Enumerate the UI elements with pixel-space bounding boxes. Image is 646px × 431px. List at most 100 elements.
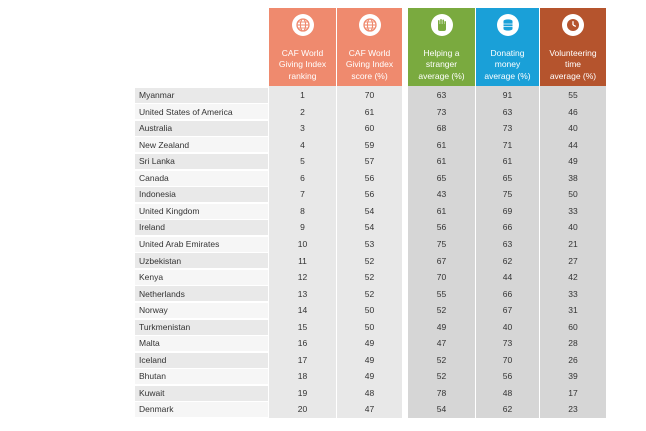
coins-icon: [496, 14, 519, 36]
country-cell: Malta: [139, 338, 160, 349]
country-cell: New Zealand: [139, 139, 190, 150]
table-row: [135, 336, 268, 352]
score-cell: 70: [364, 90, 375, 100]
table-row: [135, 170, 268, 186]
helping-cell: 61: [436, 139, 447, 150]
rank-cell: 8: [300, 205, 305, 216]
helping-cell: 47: [436, 338, 447, 349]
helping-cell: 52: [436, 354, 447, 365]
table-row: [135, 104, 268, 120]
helping-cell: 56: [436, 222, 447, 233]
globe-icon: [358, 14, 381, 36]
rank-cell: 9: [300, 222, 305, 233]
table-row: [135, 302, 268, 318]
donating-cell: 73: [502, 123, 513, 134]
helping-cell: 67: [436, 255, 447, 266]
score-cell: 54: [364, 205, 375, 216]
rank-cell: 12: [297, 272, 308, 283]
score-cell: 47: [364, 404, 375, 415]
volunteering-cell: 40: [568, 222, 578, 233]
donating-cell: 69: [502, 205, 513, 216]
volunteering-cell: 23: [568, 404, 578, 415]
score-cell: 49: [364, 338, 375, 349]
donating-cell: 61: [502, 156, 513, 167]
volunteering-cell: 39: [568, 371, 578, 382]
globe-icon: [291, 14, 314, 36]
score-cell: 53: [364, 238, 375, 249]
donating-cell: 63: [502, 238, 513, 249]
volunteering-cell: 42: [568, 272, 578, 283]
donating-cell: 66: [502, 222, 513, 233]
country-cell: Indonesia: [139, 189, 176, 200]
table-row: [135, 203, 268, 219]
country-cell: Sri Lanka: [139, 156, 175, 167]
donating-column-bg: [476, 86, 539, 418]
ranking-header: CAF World Giving Index ranking: [269, 8, 336, 86]
helping-cell: 54: [436, 404, 447, 415]
country-cell: United States of America: [139, 106, 233, 117]
table-row: [135, 369, 268, 385]
score-header: CAF World Giving Index score (%): [337, 8, 402, 86]
country-cell: Canada: [139, 172, 169, 183]
volunteering-cell: 38: [568, 172, 578, 183]
donating-cell: 67: [502, 305, 513, 316]
donating-cell: 75: [502, 189, 513, 200]
score-cell: 59: [364, 139, 375, 150]
table-row: [135, 87, 268, 103]
table-row: [135, 220, 268, 236]
donating-cell: 62: [502, 255, 513, 266]
helping-cell: 65: [436, 172, 447, 183]
volunteering-cell: 28: [568, 338, 578, 349]
rank-cell: 4: [300, 139, 305, 150]
helping-cell: 55: [436, 288, 447, 299]
donating-cell: 66: [502, 288, 513, 299]
country-cell: Myanmar: [139, 90, 175, 100]
clock-icon: [562, 14, 584, 36]
rank-cell: 13: [297, 288, 308, 299]
donating-cell: 56: [502, 371, 513, 382]
volunteering-cell: 33: [568, 205, 578, 216]
donating-cell: 71: [502, 139, 513, 150]
donating-cell: 44: [502, 272, 513, 283]
ranking-column-bg: [269, 86, 336, 418]
country-cell: United Arab Emirates: [139, 238, 220, 249]
helping-cell: 43: [436, 189, 447, 200]
helping-cell: 61: [436, 205, 447, 216]
volunteering-cell: 26: [568, 354, 578, 365]
score-column-bg: [337, 86, 402, 418]
rank-cell: 6: [300, 172, 305, 183]
score-cell: 60: [364, 123, 375, 134]
score-cell: 56: [364, 172, 375, 183]
rank-cell: 14: [297, 305, 308, 316]
table-row: [135, 286, 268, 302]
rank-cell: 16: [297, 338, 308, 349]
country-cell: United Kingdom: [139, 205, 200, 216]
volunteering-cell: 50: [568, 189, 578, 200]
score-cell: 49: [364, 354, 375, 365]
score-cell: 56: [364, 189, 375, 200]
volunteering-cell: 60: [568, 321, 578, 332]
donating-cell: 48: [502, 387, 513, 398]
table-row: [135, 253, 268, 269]
table-row: [135, 385, 268, 401]
helping-cell: 73: [436, 106, 447, 117]
score-cell: 54: [364, 222, 375, 233]
donating-cell: 65: [502, 172, 513, 183]
rank-cell: 1: [300, 90, 305, 100]
rank-cell: 17: [297, 354, 308, 365]
score-cell: 52: [364, 272, 375, 283]
country-cell: Denmark: [139, 404, 174, 415]
rank-cell: 20: [297, 404, 308, 415]
score-cell: 48: [364, 387, 375, 398]
donating-cell: 63: [502, 106, 513, 117]
helping-header: Helping a stranger average (%): [408, 8, 475, 86]
score-cell: 50: [364, 321, 375, 332]
table-row: [135, 319, 268, 335]
country-cell: Netherlands: [139, 288, 185, 299]
helping-cell: 49: [436, 321, 447, 332]
volunteering-cell: 55: [568, 90, 578, 100]
donating-header-label: Donating money average (%): [484, 47, 531, 81]
donating-header: Donating money average (%): [476, 8, 539, 86]
hand-icon: [430, 14, 453, 36]
